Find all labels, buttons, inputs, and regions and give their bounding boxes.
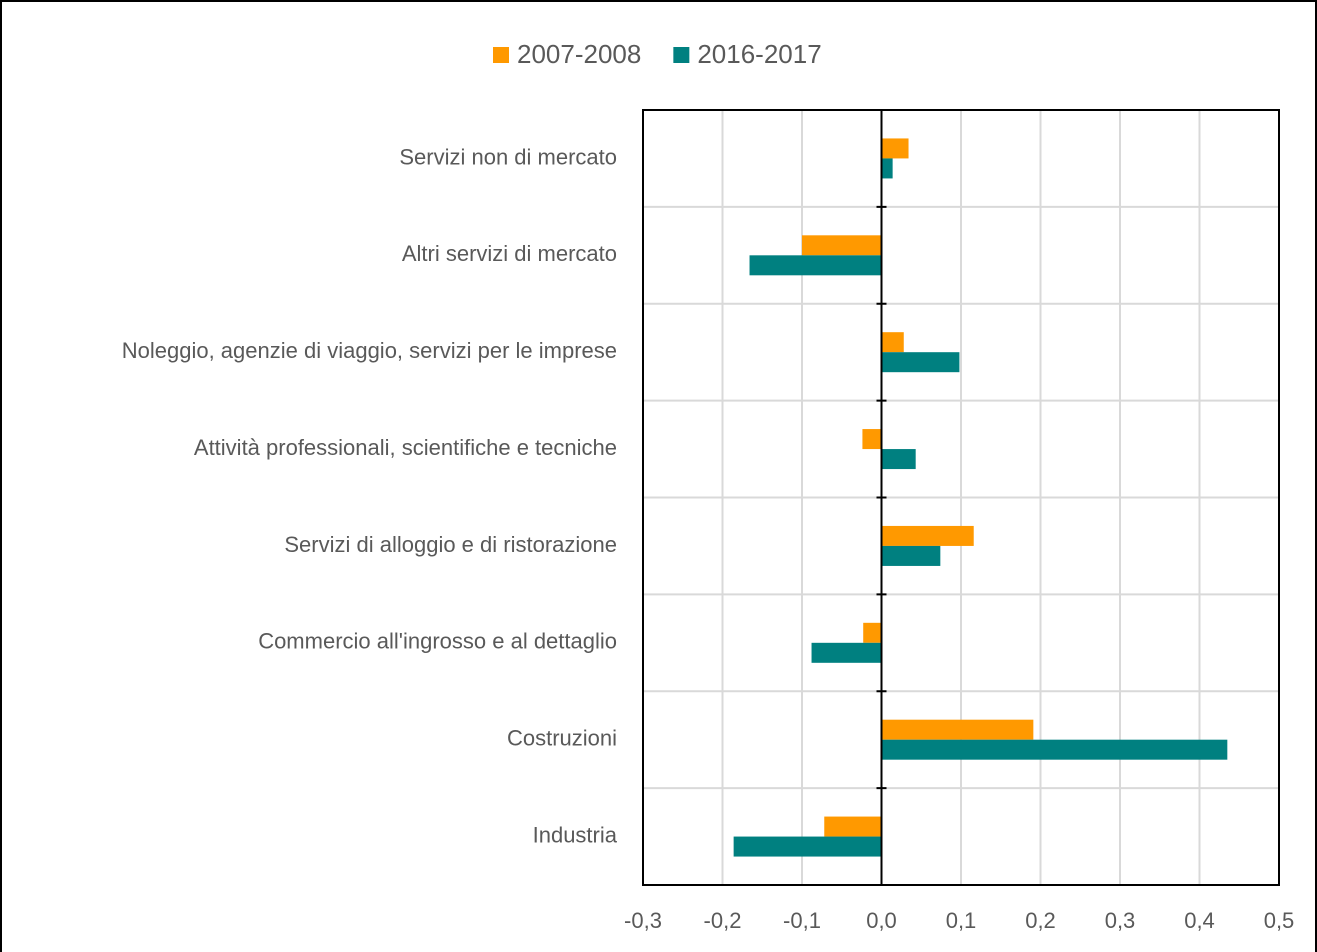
- x-tick-label: 0,0: [866, 908, 897, 933]
- bar: [733, 836, 882, 857]
- bar: [881, 449, 916, 470]
- y-tick-label: Altri servizi di mercato: [402, 241, 617, 266]
- bar: [824, 816, 882, 837]
- legend-label: 2016-2017: [697, 39, 821, 69]
- x-tick-label: 0,4: [1184, 908, 1215, 933]
- x-tick-label: -0,3: [624, 908, 662, 933]
- bar: [881, 545, 941, 566]
- y-tick-label: Servizi non di mercato: [399, 144, 617, 169]
- y-tick-label: Costruzioni: [507, 726, 617, 751]
- x-tick-label: 0,1: [946, 908, 977, 933]
- x-tick-label: 0,2: [1025, 908, 1056, 933]
- bar: [881, 739, 1228, 760]
- x-tick-label: -0,2: [704, 908, 742, 933]
- y-tick-label: Noleggio, agenzie di viaggio, servizi pe…: [122, 338, 617, 363]
- plot-border: [642, 109, 1280, 886]
- bar: [881, 138, 909, 159]
- bar: [881, 332, 904, 353]
- legend-swatch: [493, 47, 509, 63]
- x-tick-label: -0,1: [783, 908, 821, 933]
- bar: [802, 235, 882, 256]
- bar: [811, 642, 882, 663]
- legend-swatch: [673, 47, 690, 63]
- bar: [749, 255, 882, 276]
- legend-label: 2007-2008: [517, 39, 641, 69]
- bar: [881, 719, 1034, 740]
- y-tick-label: Industria: [533, 822, 618, 847]
- bar: [881, 158, 893, 179]
- bar: [881, 352, 960, 373]
- bar: [881, 525, 974, 546]
- bar: [862, 429, 882, 450]
- bar: [863, 622, 882, 643]
- x-tick-label: 0,5: [1264, 908, 1295, 933]
- x-tick-label: 0,3: [1105, 908, 1136, 933]
- y-tick-label: Servizi di alloggio e di ristorazione: [284, 532, 617, 557]
- y-tick-label: Commercio all'ingrosso e al dettaglio: [258, 629, 617, 654]
- y-tick-label: Attività professionali, scientifiche e t…: [194, 435, 617, 460]
